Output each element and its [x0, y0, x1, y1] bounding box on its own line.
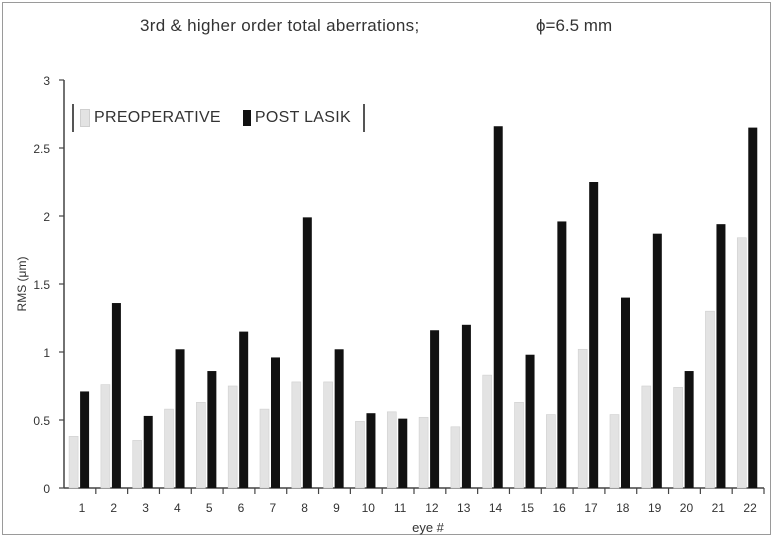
bar-post-lasik — [175, 349, 185, 488]
bar-post-lasik — [143, 415, 153, 488]
x-tick-label: 16 — [553, 501, 567, 515]
bar-preoperative — [514, 402, 524, 489]
legend-item-post-lasik: POST LASIK — [242, 109, 351, 127]
y-tick-label: 1.5 — [33, 278, 50, 292]
x-tick-label: 11 — [394, 501, 407, 515]
bar-preoperative — [418, 416, 429, 489]
x-tick-label: 9 — [333, 501, 340, 515]
bar-preoperative — [68, 436, 79, 489]
bar-preoperative — [100, 384, 111, 489]
bar-preoperative — [386, 411, 397, 489]
legend-swatch-post-lasik — [242, 110, 251, 126]
bar-post-lasik — [111, 303, 121, 488]
y-tick-label: 2 — [43, 210, 50, 224]
bar-preoperative — [196, 402, 206, 489]
bar-preoperative — [609, 414, 620, 489]
y-tick-label: 2.5 — [33, 142, 50, 156]
y-axis-label: RMS (μm) — [15, 257, 29, 312]
y-tick-label: 0.5 — [33, 414, 50, 428]
bar-preoperative — [132, 440, 143, 489]
chart-subtitle: ϕ=6.5 mm — [536, 16, 613, 35]
bar-preoperative — [164, 408, 174, 489]
bar-preoperative — [641, 385, 652, 489]
x-tick-label: 21 — [712, 501, 726, 515]
x-tick-label: 20 — [680, 501, 694, 515]
x-tick-label: 10 — [362, 501, 376, 515]
x-tick-label: 17 — [584, 501, 598, 515]
bar-preoperative — [482, 374, 493, 489]
bar-post-lasik — [525, 354, 535, 488]
bar-post-lasik — [430, 330, 440, 488]
bar-preoperative — [227, 385, 238, 489]
x-tick-label: 12 — [425, 501, 439, 515]
bar-post-lasik — [493, 126, 503, 489]
x-tick-label: 15 — [521, 501, 535, 515]
x-tick-label: 8 — [301, 501, 308, 515]
bar-post-lasik — [271, 357, 280, 488]
chart-frame — [2, 2, 771, 535]
x-tick-label: 22 — [743, 501, 757, 515]
bar-preoperative — [577, 348, 588, 489]
bar-preoperative — [736, 237, 747, 489]
x-tick-label: 7 — [269, 501, 276, 515]
legend-label-post-lasik: POST LASIK — [254, 109, 351, 126]
bar-preoperative — [323, 381, 333, 489]
legend-label-preoperative: PREOPERATIVE — [94, 109, 221, 126]
chart-legend: PREOPERATIVE POST LASIK — [72, 104, 365, 132]
y-tick-label: 1 — [43, 346, 50, 360]
x-tick-label: 6 — [238, 501, 245, 515]
legend-swatch-preoperative — [80, 109, 90, 127]
y-tick-label: 3 — [43, 74, 50, 88]
bar-post-lasik — [589, 182, 599, 488]
bar-post-lasik — [557, 221, 567, 488]
bar-preoperative — [450, 426, 461, 489]
x-tick-label: 2 — [110, 501, 117, 515]
legend-item-preoperative: PREOPERATIVE — [80, 109, 221, 127]
bar-post-lasik — [621, 297, 630, 488]
x-tick-label: 14 — [489, 501, 503, 515]
x-tick-label: 18 — [616, 501, 630, 515]
bar-post-lasik — [748, 127, 758, 488]
bar-post-lasik — [207, 371, 217, 488]
bar-post-lasik — [302, 217, 312, 489]
bar-preoperative — [355, 421, 365, 489]
bar-preoperative — [673, 387, 683, 489]
x-tick-label: 13 — [457, 501, 471, 515]
bar-post-lasik — [652, 233, 662, 488]
bar-preoperative — [546, 414, 556, 489]
bar-preoperative — [705, 310, 715, 489]
bar-post-lasik — [239, 331, 249, 488]
bar-post-lasik — [461, 324, 471, 488]
bar-post-lasik — [366, 413, 376, 488]
bar-post-lasik — [684, 371, 694, 488]
chart-header: 3rd & higher order total aberrations; ϕ=… — [0, 16, 777, 40]
bar-post-lasik — [334, 349, 344, 488]
bar-post-lasik — [80, 391, 90, 488]
bar-preoperative — [259, 408, 270, 489]
x-axis-label: eye # — [412, 520, 445, 535]
x-tick-label: 5 — [206, 501, 213, 515]
chart-title: 3rd & higher order total aberrations; — [140, 16, 420, 35]
bar-preoperative — [291, 381, 302, 489]
bar-post-lasik — [398, 418, 408, 488]
y-tick-label: 0 — [43, 482, 50, 496]
x-tick-label: 1 — [79, 501, 86, 515]
x-tick-label: 19 — [648, 501, 662, 515]
x-tick-label: 3 — [142, 501, 149, 515]
x-tick-label: 4 — [174, 501, 181, 515]
bar-post-lasik — [716, 224, 726, 488]
